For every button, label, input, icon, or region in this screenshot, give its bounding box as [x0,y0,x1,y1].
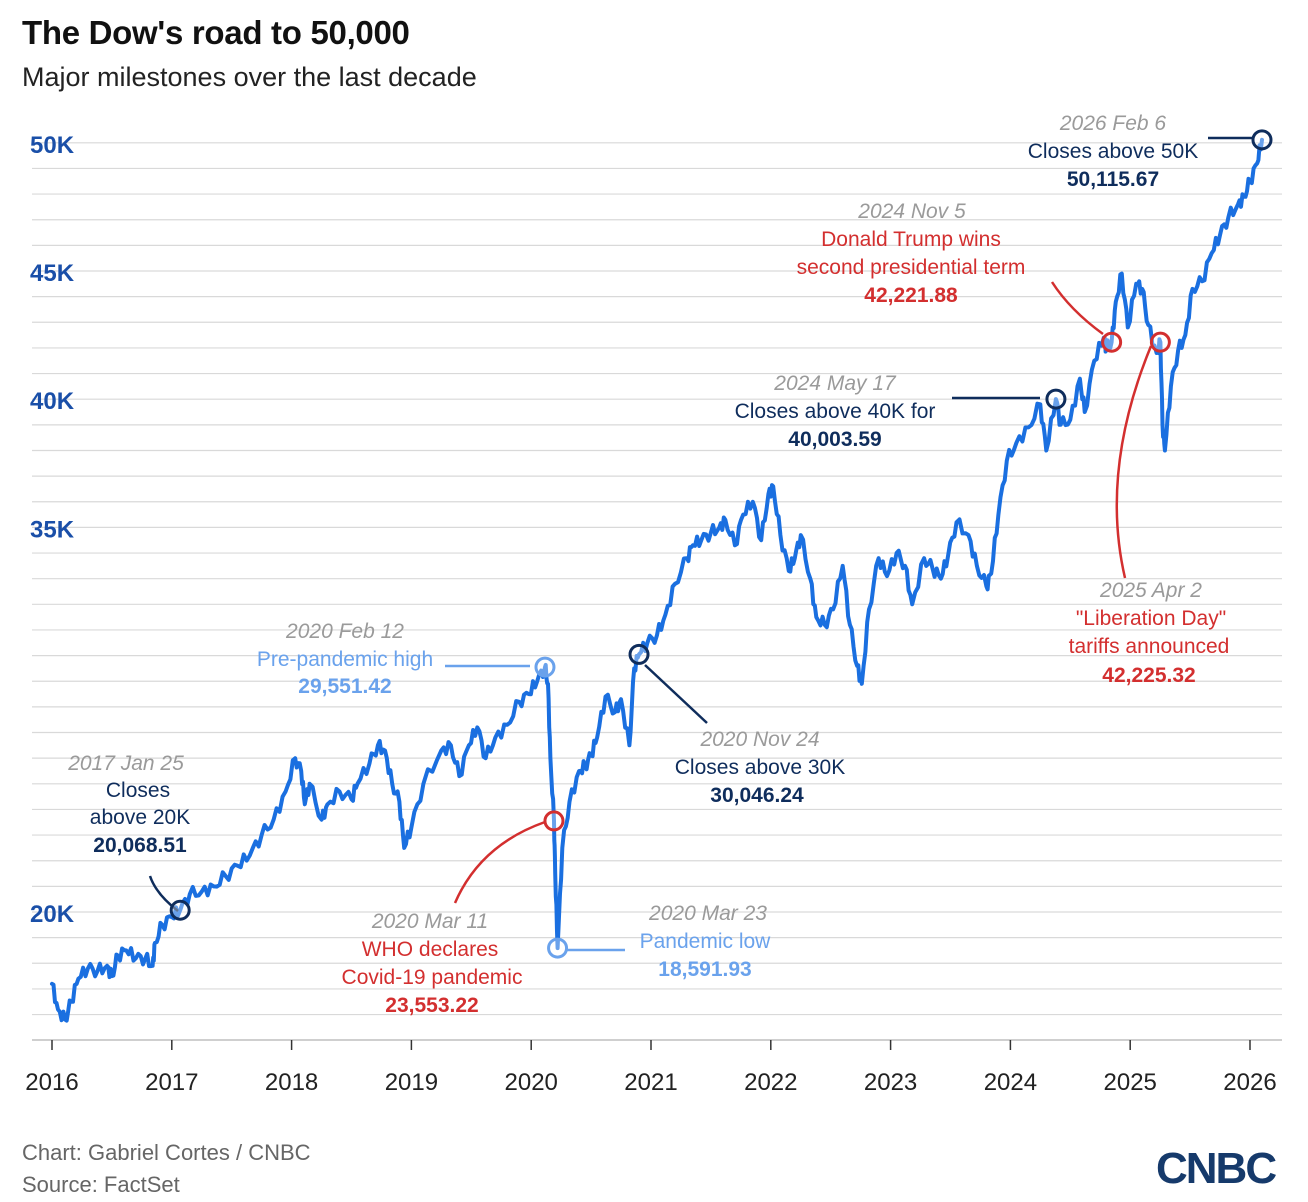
chart-credit: Chart: Gabriel Cortes / CNBC [22,1140,311,1165]
annotation-value: 50,115.67 [1067,168,1159,191]
annotation-label: Closes above 40K for [735,400,936,423]
y-tick-label: 35K [30,516,75,543]
annotation-leader [1050,281,1104,336]
chart-title: The Dow's road to 50,000 [22,14,410,51]
annotation-label-line: second presidential term [797,256,1026,279]
dow-series-line [50,137,1264,1023]
y-tick-label: 40K [30,388,75,415]
cnbc-logo: CNBC [1156,1144,1277,1193]
annotation-date: 2020 Mar 23 [648,902,767,925]
annotation-date: 2024 Nov 5 [857,200,966,223]
x-tick-label: 2023 [864,1069,917,1096]
annotation-label-line: above 20K [90,806,190,829]
x-tick-label: 2016 [25,1069,78,1096]
y-tick-label: 20K [30,901,75,928]
annotation-date: 2025 Apr 2 [1099,579,1202,602]
annotation-markers [169,129,1273,959]
y-tick-label: 45K [30,260,75,287]
x-tick-label: 2018 [265,1069,318,1096]
annotation-date: 2020 Mar 11 [371,910,488,933]
annotation-marker [1101,331,1123,353]
annotation-value: 29,551.42 [298,675,391,698]
annotation-label-line: WHO declares [362,938,499,961]
annotation-label: Closes above 30K [675,756,845,779]
x-tick-label: 2019 [385,1069,438,1096]
annotation-value: 42,221.88 [864,284,958,307]
annotation-label-line: "Liberation Day" [1076,607,1226,630]
annotation-label-line: Donald Trump wins [821,228,1001,251]
annotation-marker [1251,129,1273,151]
x-tick-label: 2017 [145,1069,198,1096]
annotation-marker [169,899,191,921]
x-tick-label: 2021 [624,1069,677,1096]
annotation-label: Pandemic low [640,930,772,953]
annotation-date: 2024 May 17 [773,372,897,395]
annotation-marker [628,643,650,665]
x-tick-label: 2024 [984,1069,1037,1096]
annotation-date: 2020 Nov 24 [699,728,819,751]
x-tick-label: 2026 [1223,1069,1276,1096]
series-layer [50,137,1264,1023]
annotation-value: 20,068.51 [93,834,187,857]
annotation-date: 2026 Feb 6 [1059,112,1167,135]
annotation-leader [1115,345,1153,579]
x-tick-label: 2020 [505,1069,558,1096]
annotation-date: 2017 Jan 25 [67,752,184,775]
annotation-date: 2020 Feb 12 [285,620,404,643]
annotation-marker [547,937,569,959]
grid-lines [32,142,1282,1016]
chart-source: Source: FactSet [22,1172,180,1197]
annotation-marker [1149,331,1171,353]
annotation-label: Pre-pandemic high [257,648,433,671]
annotation-marker [1045,388,1067,410]
annotation-label-line: Closes [106,779,170,802]
annotation-leaders [148,136,1254,952]
annotation-value: 40,003.59 [788,428,881,451]
y-tick-label: 50K [30,132,75,159]
axes: 20K 35K 40K 45K 50K 2016 2017 2018 2019 2020 2021 2… [25,132,1282,1096]
annotation-leader [644,664,708,724]
annotation-label-line: tariffs announced [1069,635,1230,658]
annotation-marker [534,656,556,678]
x-tick-label: 2025 [1104,1069,1157,1096]
annotation-label: Closes above 50K [1028,140,1198,163]
annotation-labels: 2017 Jan 25 Closes above 20K 20,068.51 2020 … [67,112,1229,1017]
annotation-leader [453,820,546,904]
annotation-leader [148,875,179,912]
annotation-value: 30,046.24 [710,784,804,807]
annotation-value: 18,591.93 [658,958,751,981]
annotation-value: 42,225.32 [1102,664,1195,687]
x-tick-label: 2022 [744,1069,797,1096]
annotation-label-line: Covid-19 pandemic [342,966,523,989]
chart-subtitle: Major milestones over the last decade [22,62,477,92]
annotation-marker [543,810,565,832]
annotation-value: 23,553.22 [385,994,478,1017]
